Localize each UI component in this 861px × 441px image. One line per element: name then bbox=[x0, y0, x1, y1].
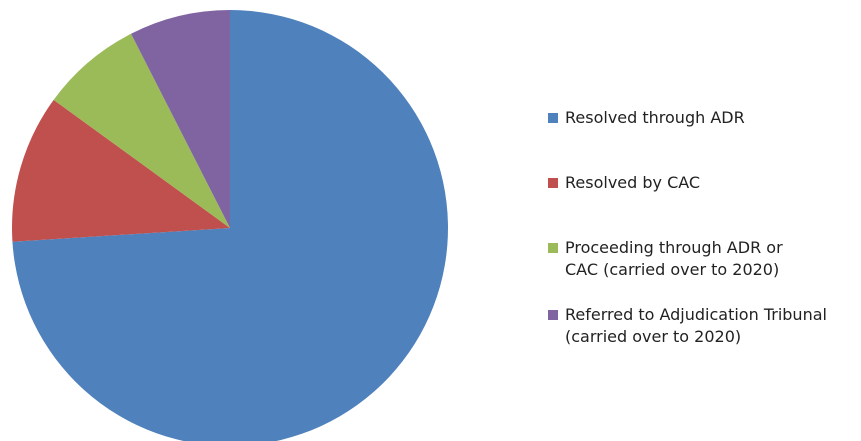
legend-item: Referred to Adjudication Tribunal (carri… bbox=[548, 304, 848, 348]
legend-swatch bbox=[548, 310, 558, 320]
legend-label: Resolved through ADR bbox=[565, 108, 745, 127]
pie-slice bbox=[131, 10, 230, 228]
legend-item: Resolved by CAC bbox=[548, 172, 848, 194]
legend-item: Proceeding through ADR or CAC (carried o… bbox=[548, 237, 848, 281]
legend-label: Proceeding through ADR or CAC (carried o… bbox=[565, 238, 783, 279]
legend-label: Referred to Adjudication Tribunal (carri… bbox=[565, 305, 827, 346]
pie-slice bbox=[12, 99, 231, 242]
legend-swatch bbox=[548, 178, 558, 188]
pie-slice bbox=[12, 10, 448, 441]
legend-item: Resolved through ADR bbox=[548, 107, 848, 129]
legend-swatch bbox=[548, 243, 558, 253]
legend-swatch bbox=[548, 113, 558, 123]
pie-slice bbox=[53, 33, 231, 229]
legend-label: Resolved by CAC bbox=[565, 173, 701, 192]
